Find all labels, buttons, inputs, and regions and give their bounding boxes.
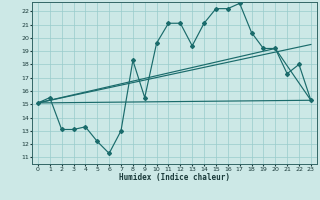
X-axis label: Humidex (Indice chaleur): Humidex (Indice chaleur) (119, 173, 230, 182)
